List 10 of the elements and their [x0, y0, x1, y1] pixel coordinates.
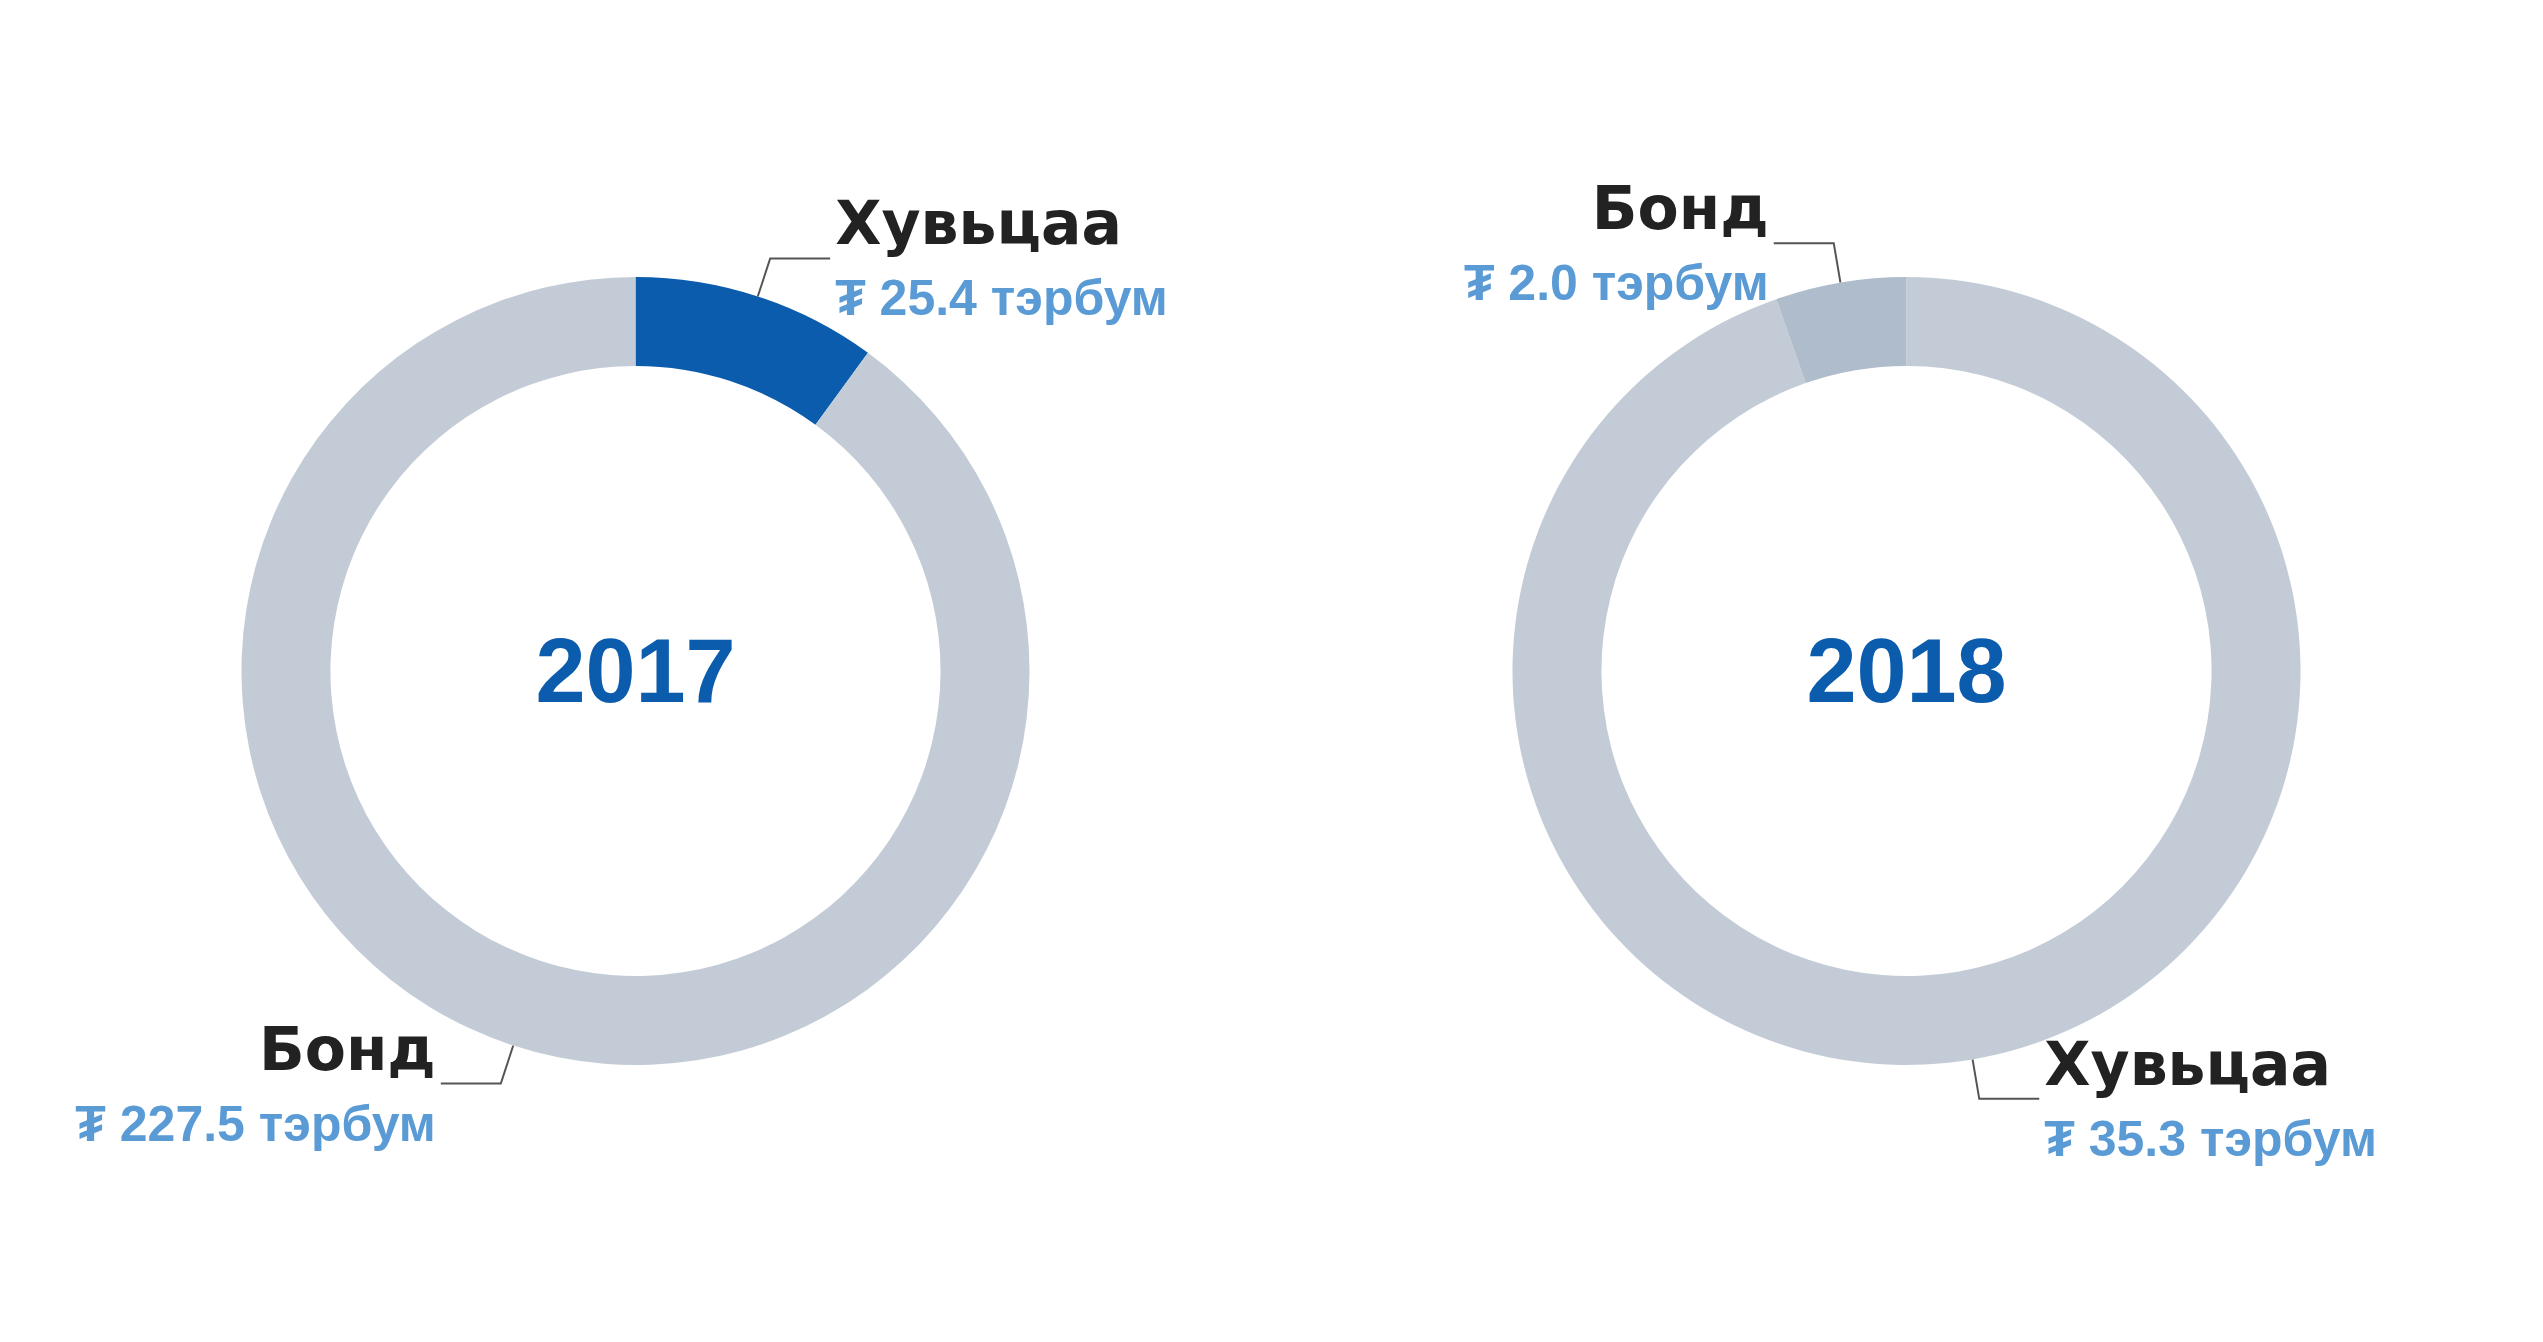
data-label: ₮ 2.0 тэрбум: [1463, 255, 1769, 312]
slice-label: Бонд: [1591, 173, 1769, 244]
data-label: ₮ 25.4 тэрбум: [835, 270, 1168, 327]
data-label: ₮ 35.3 тэрбум: [2044, 1110, 2377, 1167]
data-label: ₮ 227.5 тэрбум: [75, 1095, 436, 1152]
text: 2017: [535, 621, 736, 721]
slice-label: Хувьцаа: [2044, 1028, 2331, 1099]
slice-label: Хувьцаа: [835, 188, 1122, 259]
text: 2018: [1806, 621, 2007, 721]
slice-label: Бонд: [258, 1013, 436, 1084]
